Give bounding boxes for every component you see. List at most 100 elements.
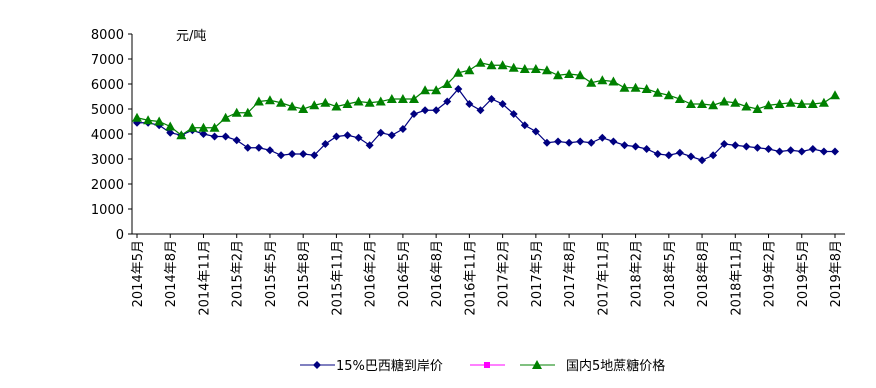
point [310,151,319,160]
point [807,99,818,108]
point [774,99,785,108]
point [408,94,419,103]
x-tick-label: 2018年8月 [696,240,711,307]
point [763,100,774,110]
point [376,128,385,137]
point [796,99,807,108]
point [332,132,341,141]
point [587,138,596,147]
point [785,97,796,107]
point [264,95,275,105]
point [730,97,741,107]
point [797,147,806,156]
x-tick-label: 2014年5月 [131,240,146,307]
point [298,104,309,113]
y-tick-label: 8000 [91,28,124,43]
point [831,147,839,156]
point [431,85,442,95]
point [398,125,407,133]
point [652,87,663,97]
point [320,97,331,107]
point [354,133,363,142]
point [154,116,165,126]
y-unit: 元/吨 [176,29,206,44]
point [287,101,298,111]
x-tick-label: 2014年11月 [197,240,212,316]
x-tick-label: 2019年2月 [763,240,778,307]
x-tick-label: 2017年8月 [563,240,578,307]
point [277,151,286,160]
point [442,79,453,88]
point [630,82,641,92]
point [343,131,352,140]
point [210,132,219,141]
point [597,75,608,85]
point [309,100,320,110]
point [664,151,673,160]
legend-label: 15%巴西糖到岸价 [336,358,443,374]
point [631,142,640,151]
point [709,151,718,160]
point [165,121,176,131]
point [464,65,475,75]
point [365,141,374,150]
legend-marker [532,360,542,369]
y-tick-label: 5000 [91,103,124,118]
point [375,96,386,106]
point [553,70,564,80]
x-tick-label: 2015年11月 [330,240,345,316]
y-tick-label: 4000 [91,128,124,143]
point [819,147,828,156]
point [209,122,220,132]
point [542,138,551,147]
point [741,101,752,111]
point [342,99,353,108]
x-tick-label: 2016年8月 [430,240,445,307]
x-tick-label: 2018年2月 [630,240,645,307]
point [364,97,375,107]
point [719,96,730,106]
point [331,101,342,111]
y-tick-label: 1000 [91,203,124,218]
x-tick-label: 2019年5月 [796,240,811,307]
point [663,90,674,100]
point [465,100,474,108]
point [397,94,408,103]
point [674,94,685,103]
point [176,130,187,140]
point [564,69,575,78]
point [531,127,540,136]
point [486,60,497,70]
legend-marker [484,362,490,368]
point [453,67,464,77]
x-tick-label: 2018年11月 [729,240,744,316]
legend-marker [313,361,321,369]
point [166,128,175,137]
point [608,76,619,86]
point [387,131,396,140]
point [764,145,773,153]
point [232,136,241,145]
point [498,100,507,108]
legend [470,362,505,368]
point [299,150,308,158]
point [221,132,230,141]
point [520,121,529,130]
point [685,99,696,108]
point [752,104,763,113]
x-tick-label: 2016年11月 [463,240,478,316]
point [253,96,264,106]
y-tick-label: 0 [116,228,124,243]
point [519,64,530,73]
point [775,147,784,156]
point [497,60,508,70]
point [509,110,518,118]
point [818,97,829,107]
y-tick-label: 3000 [91,153,124,168]
point [541,65,552,75]
series-line [136,62,836,136]
point [386,94,397,103]
point [276,97,287,107]
x-tick-label: 2017年2月 [497,240,512,307]
